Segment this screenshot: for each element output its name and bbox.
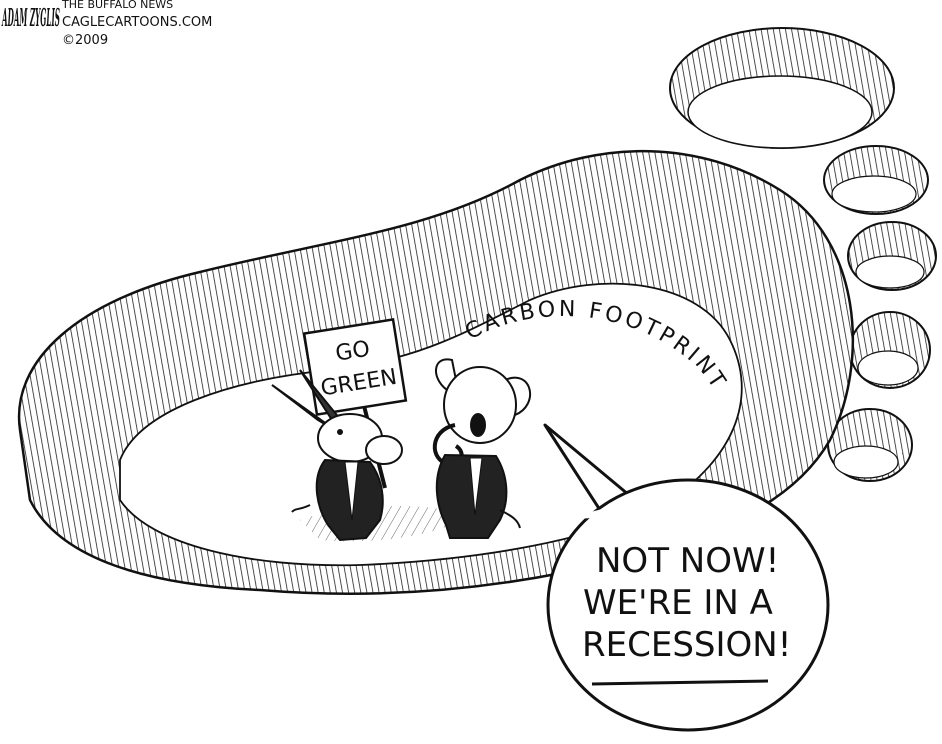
publication-credit: THE BUFFALO NEWS: [61, 0, 173, 11]
go-green-sign: GO GREEN: [302, 318, 408, 489]
website-credit: CAGLECARTOONS.COM: [62, 15, 212, 30]
speech-line-1: NOT NOW!: [596, 541, 779, 581]
big-toe: [669, 27, 895, 149]
speech-bubble-body: [546, 478, 830, 732]
elephant-body: [435, 453, 508, 539]
artist-signature: ADAM ZYGLIS THE BUFFALO NEWS CAGLECARTOO…: [1, 0, 212, 48]
toe-3: [847, 221, 937, 291]
copyright-credit: ©2009: [62, 33, 108, 48]
speech-bubble: NOT NOW! WE'RE IN A RECESSION!: [543, 423, 830, 732]
elephant-head: [443, 366, 517, 444]
speech-underline: [591, 679, 769, 686]
toe-2: [823, 145, 929, 215]
donkey-character: GO GREEN: [271, 318, 408, 542]
speech-line-3: RECESSION!: [582, 625, 791, 665]
toe-4: [849, 311, 931, 389]
artist-name: ADAM ZYGLIS: [1, 3, 60, 32]
speech-line-2: WE'RE IN A: [583, 583, 773, 623]
elephant-character: [432, 358, 532, 539]
toe-prints: [669, 27, 937, 482]
toe-5: [827, 408, 913, 482]
sign-line-1: GO: [334, 337, 372, 367]
